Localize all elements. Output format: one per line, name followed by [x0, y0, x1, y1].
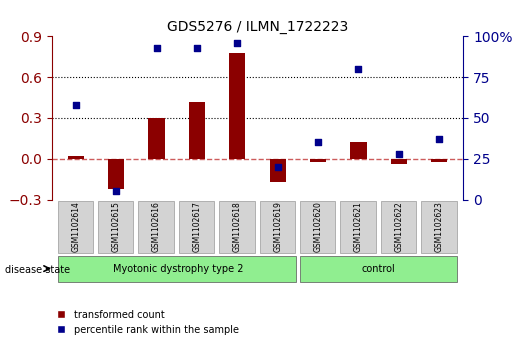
Text: GSM1102618: GSM1102618	[233, 201, 242, 252]
Text: GSM1102619: GSM1102619	[273, 201, 282, 252]
Text: GSM1102622: GSM1102622	[394, 201, 403, 252]
Text: GSM1102620: GSM1102620	[314, 201, 322, 252]
Point	[354, 66, 363, 72]
Bar	[391, 159, 407, 164]
Bar	[431, 159, 448, 162]
FancyBboxPatch shape	[179, 201, 214, 253]
FancyBboxPatch shape	[300, 256, 457, 282]
Bar	[148, 118, 165, 159]
FancyBboxPatch shape	[219, 201, 255, 253]
FancyBboxPatch shape	[58, 201, 93, 253]
Bar	[350, 142, 367, 159]
FancyBboxPatch shape	[300, 201, 335, 253]
Text: GSM1102621: GSM1102621	[354, 201, 363, 252]
Bar	[108, 159, 124, 189]
Bar	[270, 159, 286, 182]
FancyBboxPatch shape	[381, 201, 416, 253]
FancyBboxPatch shape	[260, 201, 295, 253]
Text: GSM1102617: GSM1102617	[193, 201, 201, 252]
Point	[112, 189, 120, 195]
FancyBboxPatch shape	[139, 201, 174, 253]
Point	[72, 102, 80, 108]
Point	[152, 45, 161, 51]
Text: GSM1102616: GSM1102616	[152, 201, 161, 252]
Text: GSM1102615: GSM1102615	[112, 201, 121, 252]
Point	[193, 45, 201, 51]
Text: disease state: disease state	[5, 265, 70, 276]
Point	[273, 164, 282, 170]
Point	[435, 136, 443, 142]
Text: GSM1102614: GSM1102614	[71, 201, 80, 252]
Point	[233, 40, 242, 46]
Title: GDS5276 / ILMN_1722223: GDS5276 / ILMN_1722223	[167, 20, 348, 34]
FancyBboxPatch shape	[58, 256, 296, 282]
Text: Myotonic dystrophy type 2: Myotonic dystrophy type 2	[113, 264, 244, 274]
FancyBboxPatch shape	[98, 201, 133, 253]
Legend: transformed count, percentile rank within the sample: transformed count, percentile rank withi…	[56, 310, 239, 335]
Point	[314, 139, 322, 145]
FancyBboxPatch shape	[340, 201, 376, 253]
Bar	[310, 159, 326, 162]
Text: control: control	[362, 264, 396, 274]
FancyBboxPatch shape	[421, 201, 457, 253]
Point	[395, 151, 403, 157]
Text: GSM1102623: GSM1102623	[435, 201, 444, 252]
Bar	[67, 156, 84, 159]
Bar	[229, 53, 245, 159]
Bar	[189, 102, 205, 159]
